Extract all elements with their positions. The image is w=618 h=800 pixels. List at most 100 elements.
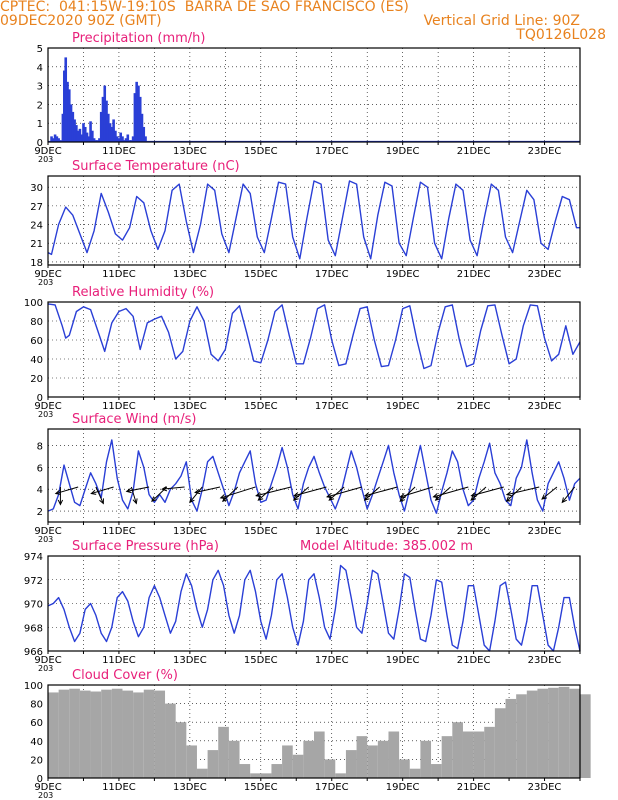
rh-ytick-label: 0 [37, 393, 43, 404]
pres-xtick-label: 9DEC [34, 655, 61, 666]
wind-arrow [561, 486, 576, 503]
wind-arrow [506, 486, 522, 502]
header-model-code: TQ0126L028 [516, 27, 606, 43]
temp-title: Surface Temperature (nC) [72, 159, 240, 174]
precip-bar [135, 81, 138, 142]
precip-bar [76, 130, 80, 142]
precip-year-label: 203 [38, 155, 53, 164]
wind-arrow-head [561, 497, 568, 504]
wind-arrow [95, 486, 104, 504]
cloud-bar [165, 703, 176, 778]
precip-bar [99, 111, 103, 142]
cloud-bar [303, 740, 314, 778]
wind-arrow-head [292, 495, 299, 501]
temp-xtick-label: 19DEC [386, 269, 420, 280]
pres-series-line [47, 564, 581, 652]
temp-series-line [47, 180, 580, 260]
precip-bar [91, 130, 94, 142]
rh-year-label: 203 [38, 410, 53, 419]
cloud-bar [558, 686, 570, 778]
cloud-xtick-label: 19DEC [386, 782, 420, 793]
wind-arrow-head [255, 492, 262, 498]
cloud-bar [122, 690, 134, 778]
precip-bar [121, 136, 124, 142]
cloud-bar [452, 722, 463, 778]
precip-bar [142, 126, 146, 142]
wind-arrow-head [54, 489, 61, 495]
rh-xtick-label: 21DEC [457, 401, 491, 412]
rh-xtick-label: 9DEC [34, 401, 61, 412]
wind-xtick-label: 23DEC [528, 526, 562, 537]
cloud-xtick-label: 17DEC [315, 782, 349, 793]
cloud-ytick-label: 0 [37, 774, 43, 785]
cloud-bar [324, 759, 336, 778]
wind-xtick-label: 19DEC [386, 526, 420, 537]
model-altitude-label: Model Altitude: 385.002 m [300, 539, 473, 554]
wind-arrow-head [541, 494, 548, 500]
rh-xtick-label: 15DEC [244, 401, 278, 412]
precip-bar [83, 126, 87, 142]
wind-arrow-head [194, 488, 201, 495]
precip-bar [69, 104, 73, 142]
precip-bar [98, 138, 101, 142]
cloud-ytick-label: 80 [30, 700, 43, 711]
cloud-bar [345, 750, 357, 778]
wind-ytick-label: 2 [37, 507, 43, 518]
wind-arrow-head [399, 496, 406, 503]
rh-ytick-label: 100 [24, 298, 43, 309]
cloud-bar [431, 764, 442, 778]
cloud-bar [271, 764, 283, 778]
wind-arrow-head [326, 493, 333, 499]
cloud-bar [175, 722, 187, 778]
cloud-bar [399, 759, 410, 778]
pres-panel: 966 968 970 972 974 9DEC 11DEC 13DEC 15DEC 17DEC 1… [24, 539, 581, 673]
wind-arrow [471, 486, 504, 497]
precip-bar [112, 119, 115, 142]
temp-ytick-label: 18 [30, 258, 43, 269]
cloud-bar [516, 694, 527, 778]
precip-bar [137, 85, 140, 142]
pres-xtick-label: 23DEC [528, 655, 562, 666]
wind-year-label: 203 [38, 535, 53, 544]
temp-year-label: 203 [38, 278, 53, 287]
temp-xtick-label: 23DEC [528, 269, 562, 280]
cloud-bar [377, 740, 389, 778]
precip-bar [144, 136, 147, 142]
cloud-bar [356, 736, 368, 778]
wind-arrow-head [161, 486, 168, 492]
temp-xtick-label: 13DEC [173, 269, 207, 280]
precip-bar [55, 136, 59, 142]
precip-xtick-label: 19DEC [386, 146, 420, 157]
precip-bar [63, 70, 66, 142]
rh-ytick-label: 20 [30, 374, 43, 385]
precip-bar [57, 138, 60, 142]
precip-bar [71, 111, 75, 142]
cloud-bar [239, 764, 251, 778]
wind-arrow [126, 486, 150, 492]
cloud-bar [143, 689, 155, 778]
cloud-bar [282, 745, 293, 778]
wind-frame [47, 428, 581, 523]
wind-arrow-head [57, 499, 64, 506]
precip-bar [53, 134, 57, 142]
precip-bar [87, 136, 91, 142]
cloud-xtick-label: 9DEC [34, 782, 61, 793]
cloud-bar [90, 691, 102, 778]
cloud-xtick-label: 15DEC [244, 782, 278, 793]
wind-arrow-head [257, 495, 264, 501]
wind-ytick-label: 8 [37, 441, 43, 452]
wind-panel: 2 4 6 8 9DEC 11DEC 13DEC 15DEC 17DEC 19DEC 21DEC 23… [34, 412, 581, 544]
precip-xtick-label: 15DEC [244, 146, 278, 157]
rh-ytick-label: 80 [30, 317, 43, 328]
precip-bar [82, 123, 85, 142]
wind-series-line [47, 439, 581, 514]
cloud-bar [388, 731, 400, 778]
wind-arrow [506, 486, 540, 496]
wind-arrow-head [189, 497, 195, 504]
wind-arrow-head [151, 496, 157, 503]
cloud-bar [260, 773, 272, 778]
precip-bar [75, 125, 78, 142]
precip-xtick-label: 17DEC [315, 146, 349, 157]
wind-arrow [55, 486, 79, 495]
rh-xtick-label: 11DEC [102, 401, 136, 412]
